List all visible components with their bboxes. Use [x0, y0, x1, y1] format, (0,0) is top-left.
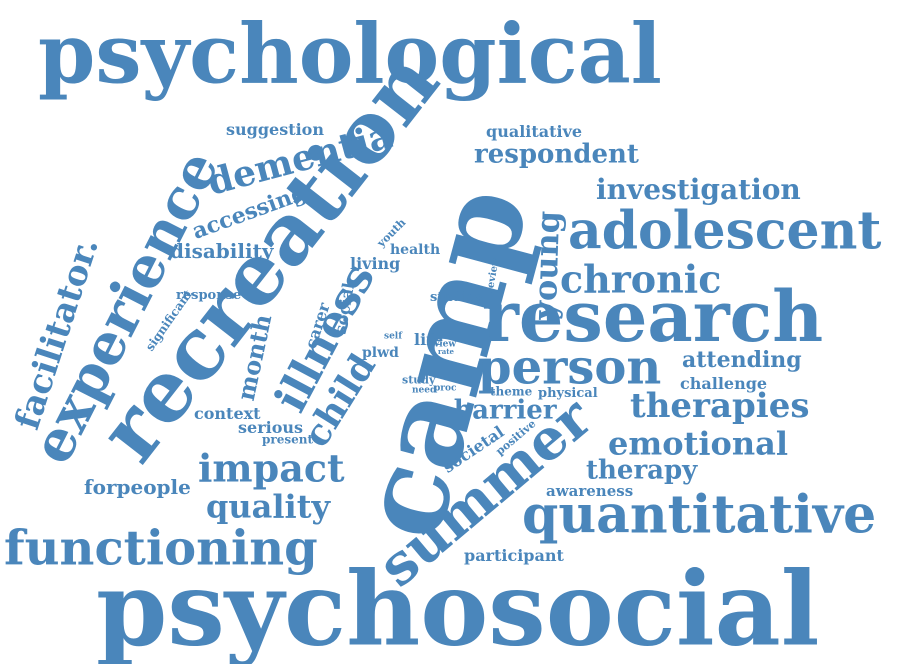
word-qualitative: qualitative	[486, 122, 583, 142]
word-investigation: investigation	[596, 172, 801, 206]
word-theme: theme	[490, 384, 533, 399]
word-research: research	[482, 274, 824, 358]
word-need: need	[412, 385, 437, 396]
word-response: response	[176, 287, 242, 303]
word-health: health	[390, 241, 441, 258]
word-forpeople: forpeople	[84, 474, 191, 499]
word-barrier: barrier	[454, 395, 557, 426]
word-disability: disability	[170, 238, 274, 263]
word-suggestion: suggestion	[226, 120, 324, 140]
word-chronic: chronic	[560, 256, 722, 302]
word-proc: proc	[434, 383, 457, 394]
word-young: young	[525, 210, 568, 321]
word-living: living	[350, 254, 401, 274]
word-person: person	[478, 339, 662, 396]
word-present: present	[262, 432, 314, 447]
word-emotional: emotional	[608, 424, 788, 463]
word-context: context	[194, 404, 261, 424]
word-self: self	[384, 331, 403, 342]
word-life: life	[414, 330, 444, 350]
word-quality: quality	[206, 487, 331, 526]
word-studies: studies	[430, 289, 483, 305]
word-study: study	[402, 373, 436, 387]
word-psychological: psychological	[38, 6, 662, 103]
word-rate: rate	[438, 346, 454, 356]
word-challenge: challenge	[680, 374, 768, 394]
word-attending: attending	[682, 347, 802, 374]
word-awareness: awareness	[546, 482, 634, 501]
word-therapy: therapy	[586, 455, 698, 486]
word-therapies: therapies	[630, 385, 810, 426]
word-respondent: respondent	[474, 139, 639, 170]
word-psychosocial: psychosocial	[96, 549, 820, 664]
word-quantitative: quantitative	[522, 484, 877, 546]
word-plwd: plwd	[362, 344, 399, 361]
word-impact: impact	[198, 445, 345, 491]
word-adolescent: adolescent	[568, 200, 882, 262]
word-serious: serious	[238, 418, 304, 438]
word-physical: physical	[538, 385, 598, 401]
word-participant: participant	[464, 546, 564, 566]
word-view: view	[434, 339, 457, 350]
word-functioning: functioning	[4, 520, 318, 577]
